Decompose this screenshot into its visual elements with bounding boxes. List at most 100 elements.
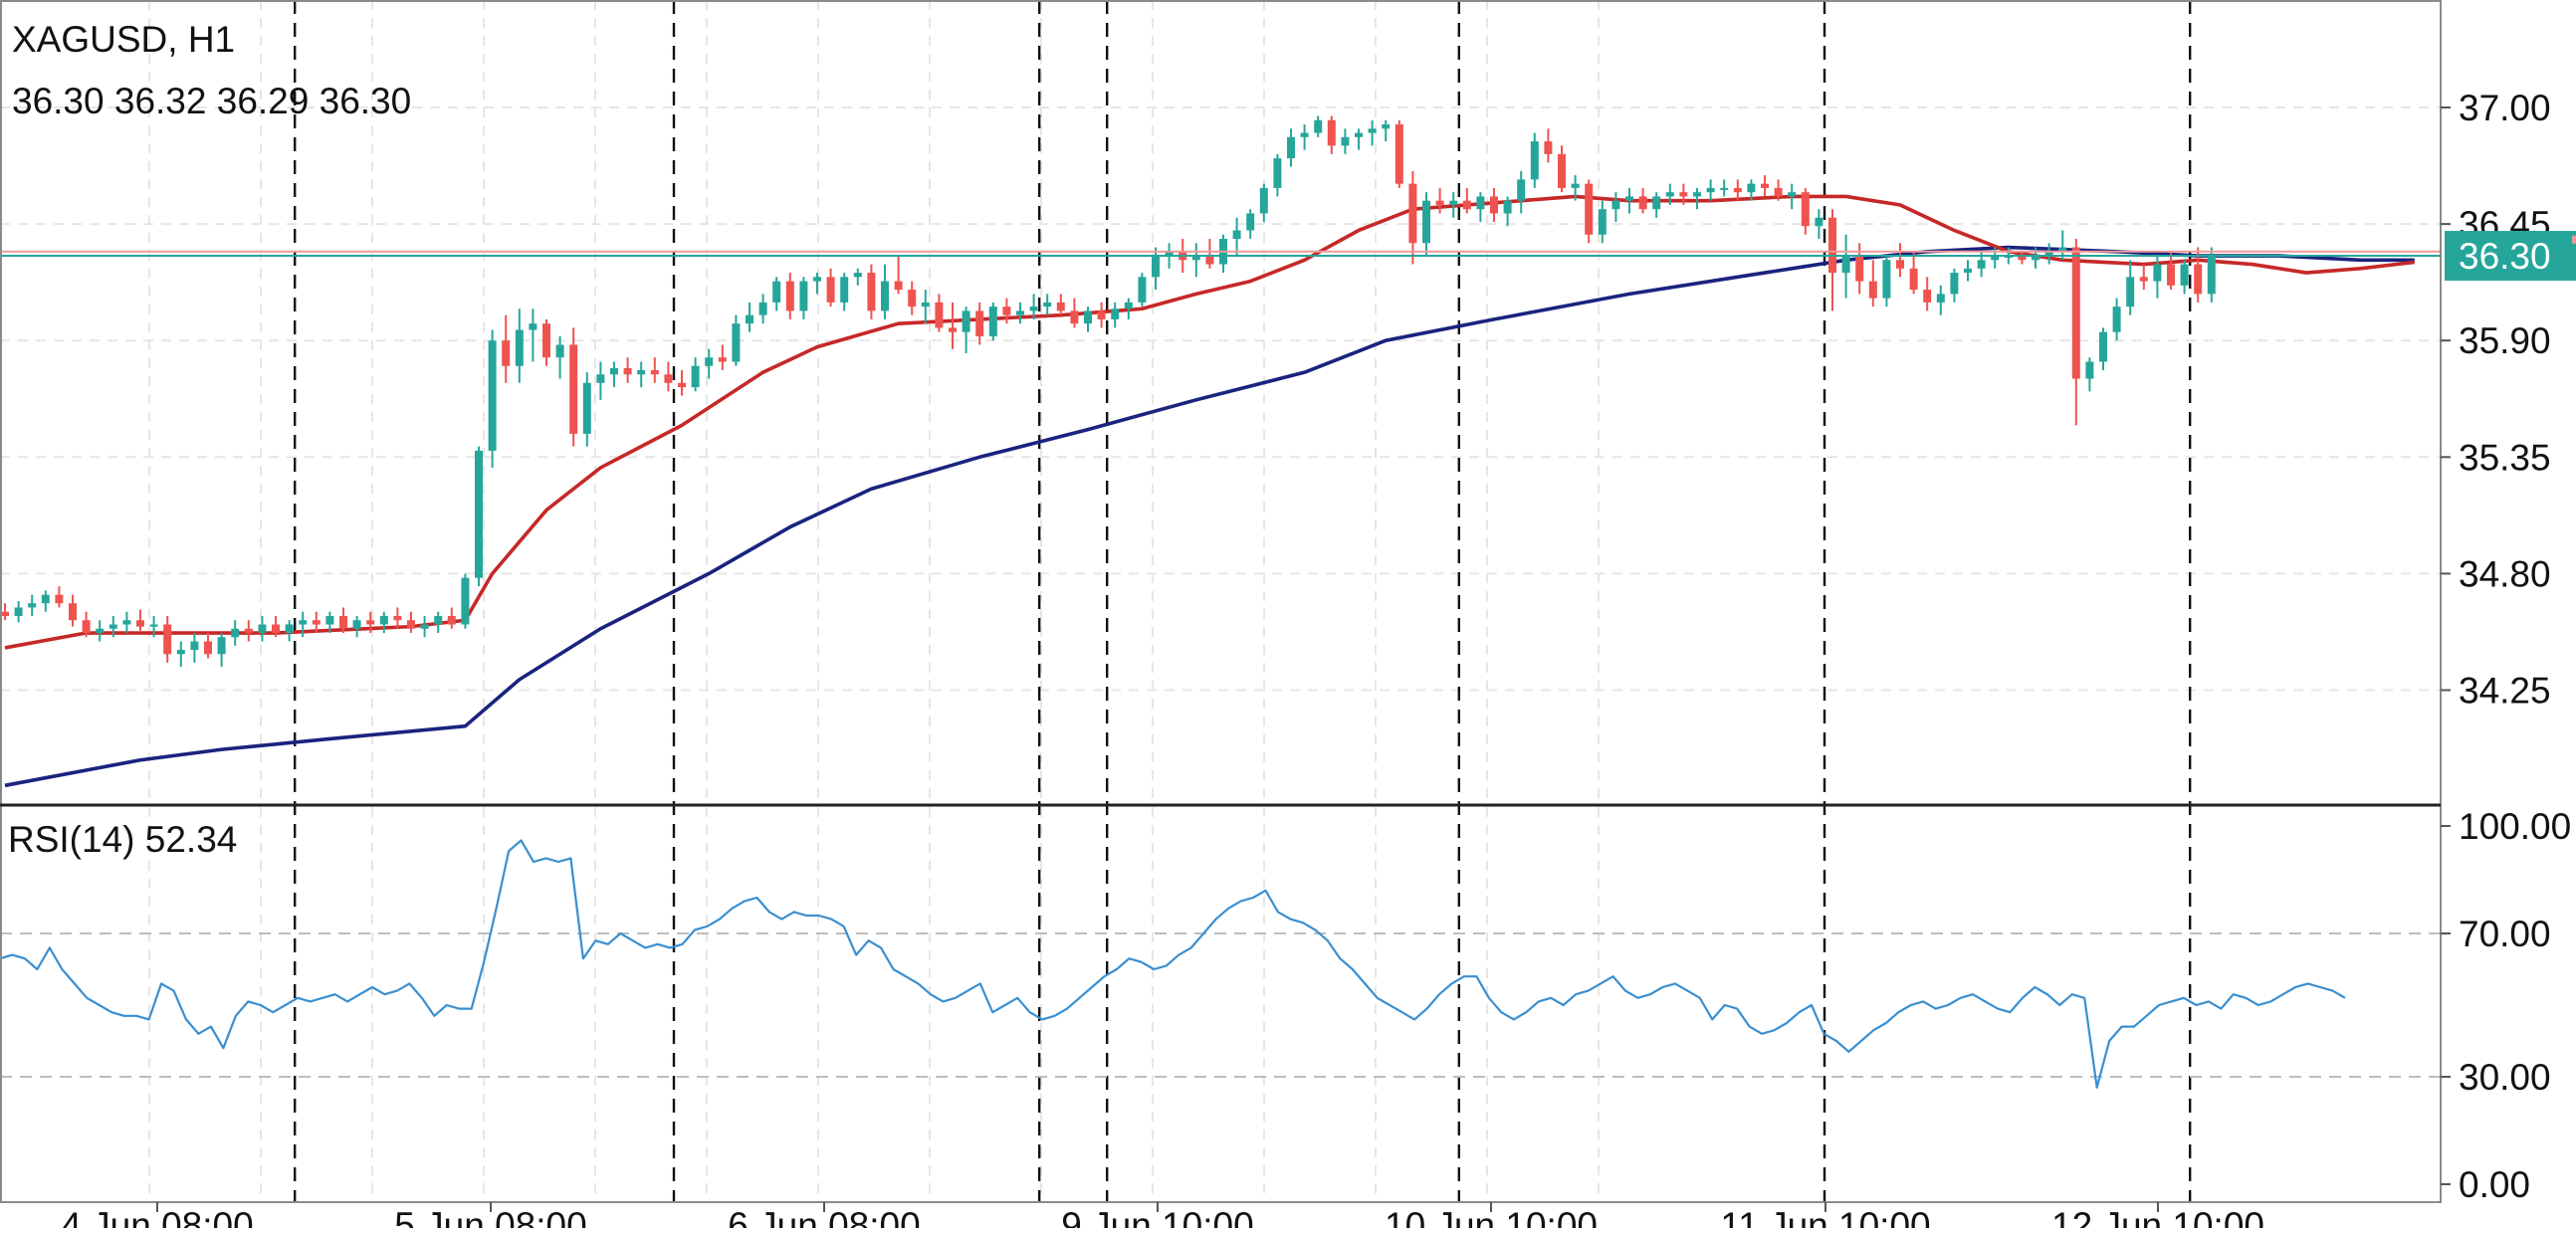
candle-body (962, 310, 970, 332)
candle (840, 273, 849, 311)
candle-body (840, 277, 849, 303)
time-tick-label: 5 Jun 08:00 (394, 1205, 586, 1228)
candle (881, 264, 889, 319)
candle-body (1341, 136, 1350, 146)
candle-body (1490, 196, 1498, 214)
candle (515, 308, 524, 383)
candle-body (705, 357, 714, 366)
candle-body (122, 620, 131, 625)
candle (2085, 357, 2094, 392)
candle (1517, 170, 1526, 214)
chart-frame (0, 0, 2442, 1203)
candle-body (1706, 187, 1715, 193)
candle-body (339, 615, 347, 629)
candle (746, 302, 753, 332)
candle-body (1855, 256, 1864, 282)
candle (555, 335, 564, 379)
candle-body (2167, 264, 2175, 286)
candle-body (1909, 268, 1918, 291)
candle (935, 294, 944, 332)
candle (610, 361, 618, 388)
candle-body (1896, 260, 1904, 269)
candle-body (2112, 307, 2121, 332)
candle-body (1056, 302, 1065, 311)
candle (1435, 187, 1444, 214)
candle (420, 615, 429, 638)
candle-body (1530, 141, 1539, 180)
candle (1273, 153, 1282, 197)
price-tick-label: 34.25 (2459, 671, 2551, 712)
candle (664, 361, 673, 392)
candle (623, 357, 632, 383)
candle (1788, 183, 1797, 210)
candle-body (1652, 196, 1661, 210)
candle-body (799, 281, 808, 311)
candle (258, 615, 267, 642)
bid-price-marker (2572, 235, 2576, 244)
candle-body (1449, 200, 1458, 205)
candle (41, 590, 50, 612)
candle-body (14, 607, 23, 616)
candle (1665, 183, 1674, 205)
candle-body (1882, 260, 1891, 299)
candle (2044, 243, 2053, 265)
candle-body (2180, 264, 2189, 286)
candle-body (312, 620, 321, 625)
candle (1761, 175, 1769, 197)
candle-body (718, 357, 727, 362)
candle (813, 273, 821, 295)
candle-body (935, 302, 944, 328)
candle (96, 620, 105, 642)
day-separators (294, 0, 2192, 1202)
ma-fast-layer (4, 194, 2416, 650)
plot-border (0, 0, 2442, 1203)
candle (691, 357, 700, 392)
candle (14, 601, 23, 623)
candle (2018, 251, 2027, 265)
candle (732, 314, 741, 366)
candle (122, 611, 131, 634)
candle (1368, 119, 1377, 146)
candle-body (1679, 192, 1688, 197)
candle-body (285, 624, 294, 634)
candle (285, 620, 294, 642)
candle (650, 357, 659, 383)
candle-body (1788, 192, 1797, 197)
time-tick-label: 10 Jun 10:00 (1385, 1205, 1598, 1228)
candle-body (1964, 268, 1972, 274)
candle-body (2153, 264, 2162, 282)
time-tick-label: 4 Jun 08:00 (61, 1205, 253, 1228)
candle (785, 273, 794, 319)
candle (1544, 128, 1553, 163)
candle (1382, 119, 1391, 142)
candle (272, 615, 280, 638)
candle-body (366, 620, 375, 625)
candle-body (1395, 124, 1403, 184)
candle-body (1165, 251, 1174, 257)
candle-body (569, 344, 578, 434)
candle (569, 327, 578, 447)
candle-body (1435, 200, 1444, 205)
candle-body (1205, 256, 1214, 265)
candle (582, 372, 591, 447)
candle (1056, 294, 1065, 315)
candle-body (1585, 183, 1594, 235)
time-axis: 4 Jun 08:00 5 Jun 08:00 6 Jun 08:00 9 Jun 1… (61, 1202, 2264, 1233)
candle-body (1462, 200, 1471, 210)
candle-body (975, 310, 984, 336)
candle (799, 277, 808, 319)
candle-body (1422, 200, 1430, 244)
candle (325, 611, 334, 634)
candle-body (434, 615, 443, 625)
candle (461, 573, 470, 629)
candle (1084, 307, 1092, 332)
candle-body (610, 367, 618, 375)
candle (1327, 115, 1336, 154)
candle (826, 268, 835, 308)
candle-body (2071, 247, 2080, 379)
candle (2139, 264, 2148, 291)
candle-body (1002, 307, 1011, 315)
candle-body (1152, 256, 1160, 278)
